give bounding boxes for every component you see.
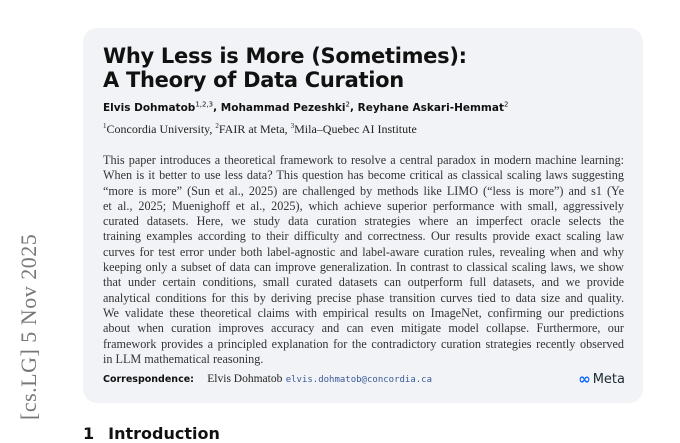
author: Reyhane Askari-Hemmat2 [357,100,509,114]
abstract-line: curated datasets. Here, we study data cu… [103,214,624,229]
abstract-line: This paper introduces a theoretical fram… [103,153,624,167]
abstract-line: training examples according to their dif… [103,229,624,244]
abstract-line: “more is more” (Sun et al., 2025) are ch… [103,183,624,198]
author-list: Elvis Dohmatob1,2,3, Mohammad Pezeshki2,… [103,100,509,114]
abstract-line: framework provides a principled explanat… [103,336,624,351]
meta-infinity-icon: ∞ [578,370,591,388]
abstract-line: et al., 2025; Muenighoff et al., 2025), … [103,198,624,213]
abstract-card: Why Less is More (Sometimes): A Theory o… [83,28,643,403]
abstract-line: keeping only a subset of data can improv… [103,260,624,275]
abstract-line: curves for test error under both label-a… [103,244,624,259]
author: Elvis Dohmatob1,2,3 [103,100,214,114]
email-link[interactable]: elvis.dohmatob@concordia.ca [285,375,433,385]
meta-logo: ∞ Meta [578,370,625,388]
abstract-line: in LLM mathematical reasoning. [103,351,264,366]
correspondence: Correspondence: Elvis Dohmatob elvis.doh… [103,373,433,385]
title-line: A Theory of Data Curation [103,68,404,92]
title-line: Why Less is More (Sometimes): [103,44,467,68]
abstract-line: analytical conditions for this by derivi… [103,290,624,305]
arxiv-stamp: [cs.LG] 5 Nov 2025 [16,233,41,420]
abstract-line: We validate these theoretical claims wit… [103,305,624,320]
author: Mohammad Pezeshki2 [220,100,350,114]
paper-title: Why Less is More (Sometimes): A Theory o… [103,44,467,92]
section-heading: 1 Introduction [83,424,220,443]
abstract-line: When is it better to use less data? This… [103,168,624,183]
abstract-line: about when curation improves accuracy an… [103,321,624,336]
abstract-line: that under certain conditions, small cur… [103,275,624,290]
affiliations: 1Concordia University, 2FAIR at Meta, 3M… [103,122,417,136]
abstract: This paper introduces a theoretical fram… [103,153,624,367]
